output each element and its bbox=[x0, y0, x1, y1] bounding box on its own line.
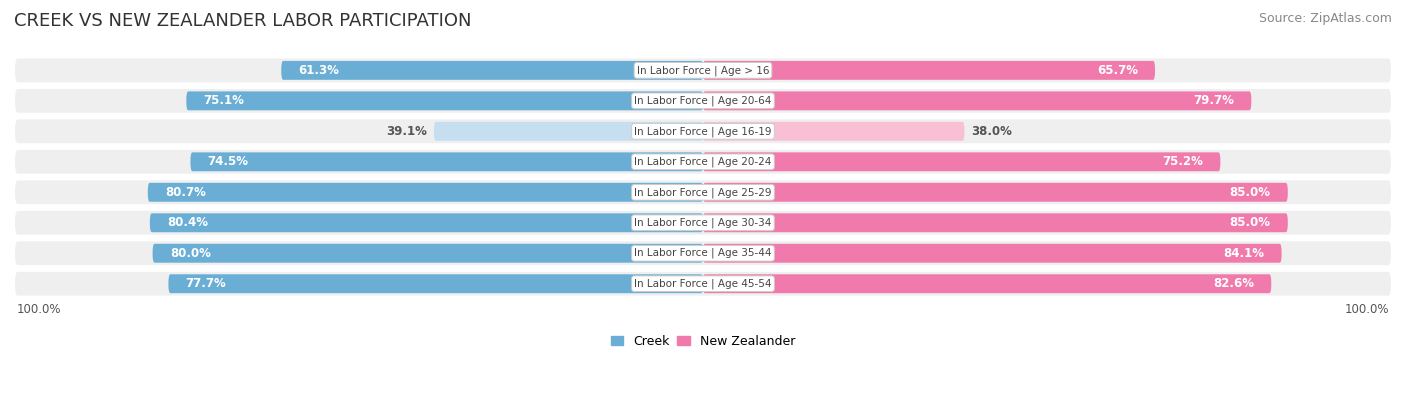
Text: In Labor Force | Age 25-29: In Labor Force | Age 25-29 bbox=[634, 187, 772, 198]
Text: 84.1%: 84.1% bbox=[1223, 247, 1264, 260]
Text: In Labor Force | Age > 16: In Labor Force | Age > 16 bbox=[637, 65, 769, 75]
Text: 61.3%: 61.3% bbox=[298, 64, 339, 77]
FancyBboxPatch shape bbox=[703, 244, 1282, 263]
Text: 75.2%: 75.2% bbox=[1163, 155, 1204, 168]
FancyBboxPatch shape bbox=[15, 119, 1391, 143]
Text: In Labor Force | Age 45-54: In Labor Force | Age 45-54 bbox=[634, 278, 772, 289]
FancyBboxPatch shape bbox=[15, 272, 1391, 295]
FancyBboxPatch shape bbox=[703, 122, 965, 141]
Text: 65.7%: 65.7% bbox=[1097, 64, 1137, 77]
Text: 74.5%: 74.5% bbox=[208, 155, 249, 168]
Text: 80.7%: 80.7% bbox=[165, 186, 205, 199]
FancyBboxPatch shape bbox=[148, 183, 703, 202]
Text: 80.4%: 80.4% bbox=[167, 216, 208, 229]
Text: 38.0%: 38.0% bbox=[972, 125, 1012, 138]
FancyBboxPatch shape bbox=[15, 241, 1391, 265]
FancyBboxPatch shape bbox=[169, 274, 703, 293]
Legend: Creek, New Zealander: Creek, New Zealander bbox=[606, 330, 800, 353]
Text: 39.1%: 39.1% bbox=[387, 125, 427, 138]
FancyBboxPatch shape bbox=[15, 211, 1391, 235]
FancyBboxPatch shape bbox=[703, 213, 1288, 232]
FancyBboxPatch shape bbox=[15, 181, 1391, 204]
Text: 80.0%: 80.0% bbox=[170, 247, 211, 260]
FancyBboxPatch shape bbox=[703, 152, 1220, 171]
Text: 82.6%: 82.6% bbox=[1213, 277, 1254, 290]
Text: CREEK VS NEW ZEALANDER LABOR PARTICIPATION: CREEK VS NEW ZEALANDER LABOR PARTICIPATI… bbox=[14, 12, 471, 30]
Text: In Labor Force | Age 30-34: In Labor Force | Age 30-34 bbox=[634, 218, 772, 228]
FancyBboxPatch shape bbox=[15, 150, 1391, 174]
FancyBboxPatch shape bbox=[434, 122, 703, 141]
FancyBboxPatch shape bbox=[703, 61, 1154, 80]
Text: 100.0%: 100.0% bbox=[17, 303, 62, 316]
FancyBboxPatch shape bbox=[150, 213, 703, 232]
FancyBboxPatch shape bbox=[153, 244, 703, 263]
Text: 85.0%: 85.0% bbox=[1230, 186, 1271, 199]
FancyBboxPatch shape bbox=[187, 91, 703, 110]
Text: 75.1%: 75.1% bbox=[204, 94, 245, 107]
FancyBboxPatch shape bbox=[703, 274, 1271, 293]
Text: 100.0%: 100.0% bbox=[1344, 303, 1389, 316]
Text: 85.0%: 85.0% bbox=[1230, 216, 1271, 229]
Text: 77.7%: 77.7% bbox=[186, 277, 226, 290]
Text: 79.7%: 79.7% bbox=[1194, 94, 1234, 107]
Text: In Labor Force | Age 35-44: In Labor Force | Age 35-44 bbox=[634, 248, 772, 258]
Text: In Labor Force | Age 20-64: In Labor Force | Age 20-64 bbox=[634, 96, 772, 106]
Text: In Labor Force | Age 16-19: In Labor Force | Age 16-19 bbox=[634, 126, 772, 137]
Text: Source: ZipAtlas.com: Source: ZipAtlas.com bbox=[1258, 12, 1392, 25]
Text: In Labor Force | Age 20-24: In Labor Force | Age 20-24 bbox=[634, 156, 772, 167]
FancyBboxPatch shape bbox=[15, 58, 1391, 82]
FancyBboxPatch shape bbox=[703, 91, 1251, 110]
FancyBboxPatch shape bbox=[281, 61, 703, 80]
FancyBboxPatch shape bbox=[190, 152, 703, 171]
FancyBboxPatch shape bbox=[703, 183, 1288, 202]
FancyBboxPatch shape bbox=[15, 89, 1391, 113]
